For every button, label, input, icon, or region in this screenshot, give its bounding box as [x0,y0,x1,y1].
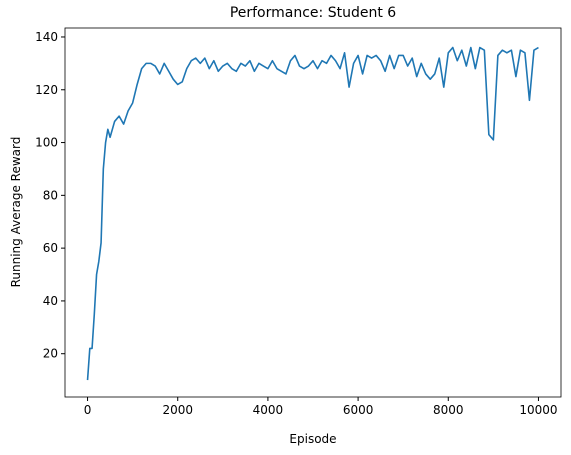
x-tick-label: 0 [84,403,92,417]
x-axis-label: Episode [289,432,336,446]
x-tick-label: 10000 [519,403,557,417]
x-tick-label: 2000 [162,403,193,417]
y-tick-label: 140 [35,30,58,44]
y-tick-label: 80 [43,188,58,202]
y-axis-label: Running Average Reward [9,137,23,288]
x-tick-label: 6000 [343,403,374,417]
plot-frame [64,27,562,398]
x-tick-label: 4000 [253,403,284,417]
x-tick-label: 8000 [433,403,464,417]
chart-title: Performance: Student 6 [230,5,396,21]
y-tick-label: 60 [43,241,58,255]
y-tick-label: 100 [35,136,58,150]
y-tick-label: 40 [43,294,58,308]
y-tick-label: 20 [43,347,58,361]
line [86,46,539,381]
y-tick-label: 120 [35,83,58,97]
